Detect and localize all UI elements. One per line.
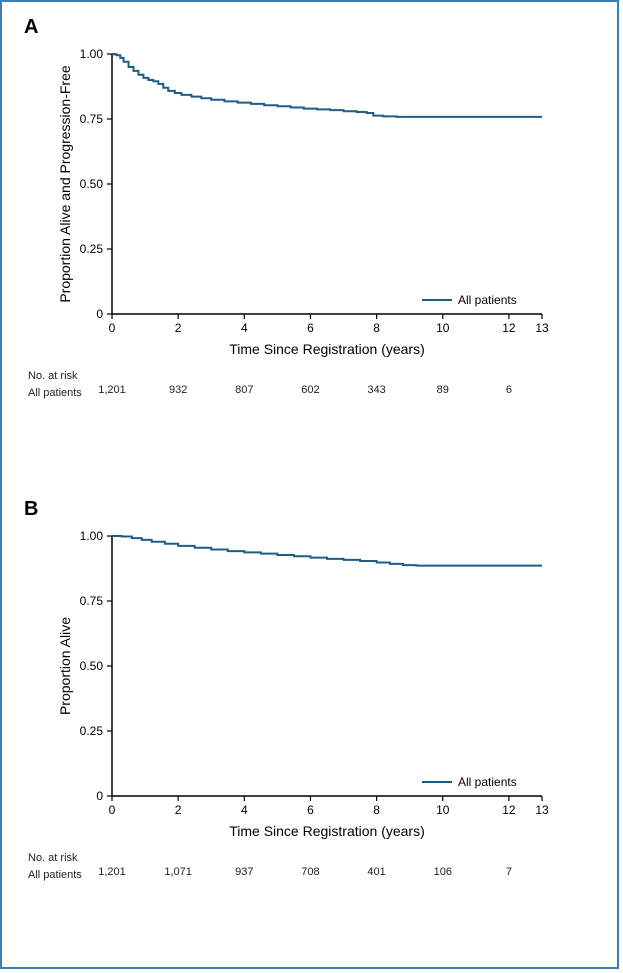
risk-cell: 1,071 xyxy=(153,866,203,878)
panel-b: B 0 0.25 0.50 0.75 1.00 0 2 4 6 8 10 12 13 Proportion… xyxy=(2,492,617,960)
svg-text:0.75: 0.75 xyxy=(80,594,104,608)
svg-text:10: 10 xyxy=(436,321,450,335)
svg-text:8: 8 xyxy=(373,803,380,817)
risk-cell: 932 xyxy=(153,384,203,396)
svg-text:0.25: 0.25 xyxy=(80,724,104,738)
chart-b-svg: 0 0.25 0.50 0.75 1.00 0 2 4 6 8 10 12 13 Proportion A… xyxy=(52,526,552,846)
risk-table-a: No. at risk 1,201 932 807 602 343 89 6 All patie… xyxy=(28,370,598,402)
svg-text:13: 13 xyxy=(535,321,549,335)
svg-text:6: 6 xyxy=(307,803,314,817)
risk-cell: 937 xyxy=(219,866,269,878)
risk-table-b: No. at risk 1,201 1,071 937 708 401 106 7 All pa… xyxy=(28,852,598,884)
svg-text:0.50: 0.50 xyxy=(80,659,104,673)
svg-text:Proportion Alive and Progressi: Proportion Alive and Progression-Free xyxy=(57,65,73,303)
risk-row-label: All patients xyxy=(28,387,95,399)
chart-a-wrap: 0 0.25 0.50 0.75 1.00 0 2 4 6 8 10 12 13 Proportion A… xyxy=(52,44,552,364)
risk-cell: 1,201 xyxy=(87,866,137,878)
risk-cell: 89 xyxy=(418,384,468,396)
risk-cell: 401 xyxy=(352,866,402,878)
risk-header: No. at risk xyxy=(28,370,598,382)
risk-cell: 708 xyxy=(285,866,335,878)
panel-b-label: B xyxy=(24,498,38,521)
panel-a: A 0 0.25 0.50 0.75 1.00 0 2 4 6 8 10 12 13 Proportion… xyxy=(2,10,617,478)
risk-cell: 6 xyxy=(484,384,534,396)
svg-text:0.25: 0.25 xyxy=(80,242,104,256)
risk-cell: 1,201 xyxy=(87,384,137,396)
risk-cell: 106 xyxy=(418,866,468,878)
svg-text:10: 10 xyxy=(436,803,450,817)
chart-a-svg: 0 0.25 0.50 0.75 1.00 0 2 4 6 8 10 12 13 Proportion A… xyxy=(52,44,552,364)
figure-container: A 0 0.25 0.50 0.75 1.00 0 2 4 6 8 10 12 13 Proportion… xyxy=(0,0,619,969)
svg-text:0.50: 0.50 xyxy=(80,177,104,191)
svg-text:13: 13 xyxy=(535,803,549,817)
svg-text:4: 4 xyxy=(241,321,248,335)
risk-cell: 343 xyxy=(352,384,402,396)
svg-text:0: 0 xyxy=(96,307,103,321)
risk-cell: 7 xyxy=(484,866,534,878)
svg-text:6: 6 xyxy=(307,321,314,335)
svg-text:0: 0 xyxy=(109,803,116,817)
chart-b-wrap: 0 0.25 0.50 0.75 1.00 0 2 4 6 8 10 12 13 Proportion A… xyxy=(52,526,552,846)
risk-cell: 602 xyxy=(285,384,335,396)
svg-text:8: 8 xyxy=(373,321,380,335)
svg-text:Time Since Registration (years: Time Since Registration (years) xyxy=(229,823,425,839)
svg-text:All patients: All patients xyxy=(458,293,517,307)
risk-row-label: All patients xyxy=(28,869,95,881)
svg-text:0.75: 0.75 xyxy=(80,112,104,126)
svg-text:4: 4 xyxy=(241,803,248,817)
svg-text:1.00: 1.00 xyxy=(80,47,104,61)
risk-cell: 807 xyxy=(219,384,269,396)
svg-text:0: 0 xyxy=(109,321,116,335)
svg-text:2: 2 xyxy=(175,803,182,817)
svg-text:All patients: All patients xyxy=(458,775,517,789)
svg-text:12: 12 xyxy=(502,803,516,817)
risk-header: No. at risk xyxy=(28,852,598,864)
panel-a-label: A xyxy=(24,16,38,39)
svg-text:Proportion Alive: Proportion Alive xyxy=(57,617,73,715)
svg-text:1.00: 1.00 xyxy=(80,529,104,543)
svg-text:2: 2 xyxy=(175,321,182,335)
svg-text:0: 0 xyxy=(96,789,103,803)
svg-text:12: 12 xyxy=(502,321,516,335)
svg-text:Time Since Registration (years: Time Since Registration (years) xyxy=(229,341,425,357)
